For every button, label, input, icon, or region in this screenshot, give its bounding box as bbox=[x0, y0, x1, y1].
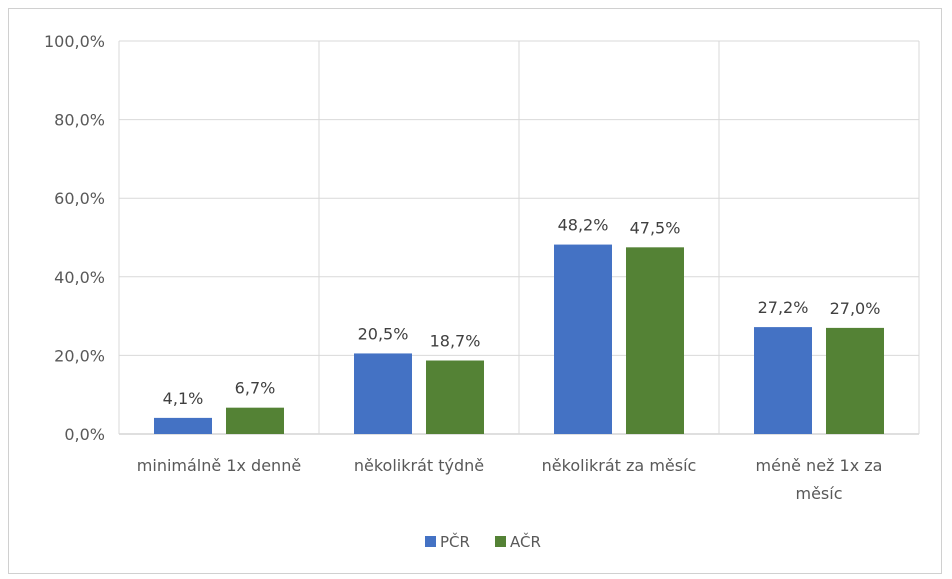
y-tick-label: 60,0% bbox=[54, 189, 105, 208]
bar-AČR-1 bbox=[426, 360, 484, 434]
bar-AČR-3 bbox=[826, 327, 884, 434]
legend-swatch bbox=[425, 536, 436, 547]
data-label: 48,2% bbox=[558, 216, 609, 235]
bar-AČR-2 bbox=[626, 247, 684, 434]
bar-PČR-1 bbox=[354, 353, 412, 434]
bar-PČR-2 bbox=[554, 244, 612, 434]
bar-chart: 0,0% 20,0% 40,0% 60,0% 80,0% 100,0% 4,1% 6,7% mi… bbox=[44, 32, 920, 551]
y-tick-label: 80,0% bbox=[54, 111, 105, 130]
data-label: 27,2% bbox=[758, 298, 809, 317]
legend-label: AČR bbox=[510, 532, 541, 551]
data-label: 27,0% bbox=[830, 299, 881, 318]
chart-area: 0,0% 20,0% 40,0% 60,0% 80,0% 100,0% 4,1% 6,7% mi… bbox=[8, 8, 942, 574]
legend-label: PČR bbox=[440, 532, 470, 551]
category-label: méně než 1x za bbox=[756, 456, 883, 475]
category-label: několikrát týdně bbox=[354, 456, 484, 475]
data-label: 6,7% bbox=[235, 379, 276, 398]
legend-swatch bbox=[495, 536, 506, 547]
bar-PČR-0 bbox=[154, 417, 212, 434]
data-label: 4,1% bbox=[163, 389, 204, 408]
category-label: minimálně 1x denně bbox=[137, 456, 301, 475]
data-label: 47,5% bbox=[630, 218, 681, 237]
data-label: 20,5% bbox=[358, 324, 409, 343]
category-label: měsíc bbox=[795, 484, 842, 503]
y-tick-label: 0,0% bbox=[64, 425, 105, 444]
y-tick-label: 20,0% bbox=[54, 346, 105, 365]
y-tick-label: 100,0% bbox=[44, 32, 105, 51]
bar-PČR-3 bbox=[754, 327, 812, 434]
bar-AČR-0 bbox=[226, 407, 284, 434]
data-label: 18,7% bbox=[430, 332, 481, 351]
y-tick-label: 40,0% bbox=[54, 268, 105, 287]
category-label: několikrát za měsíc bbox=[542, 456, 697, 475]
